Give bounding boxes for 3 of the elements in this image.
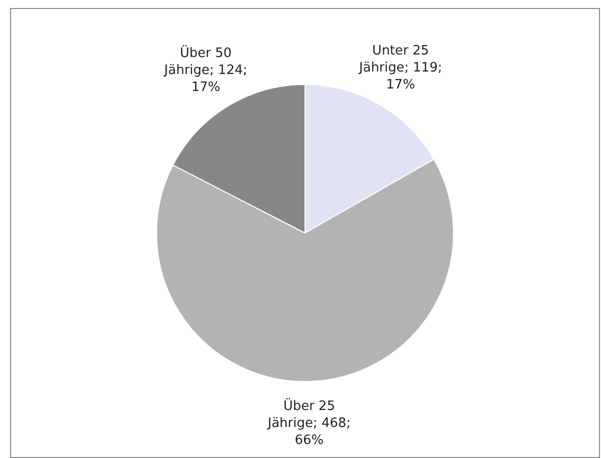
- slice-label: Über 25 Jährige; 468; 66%: [266, 398, 351, 448]
- slice-label: Über 50 Jährige; 124; 17%: [163, 44, 248, 95]
- slice-label: Unter 25 Jährige; 119; 17%: [358, 44, 442, 93]
